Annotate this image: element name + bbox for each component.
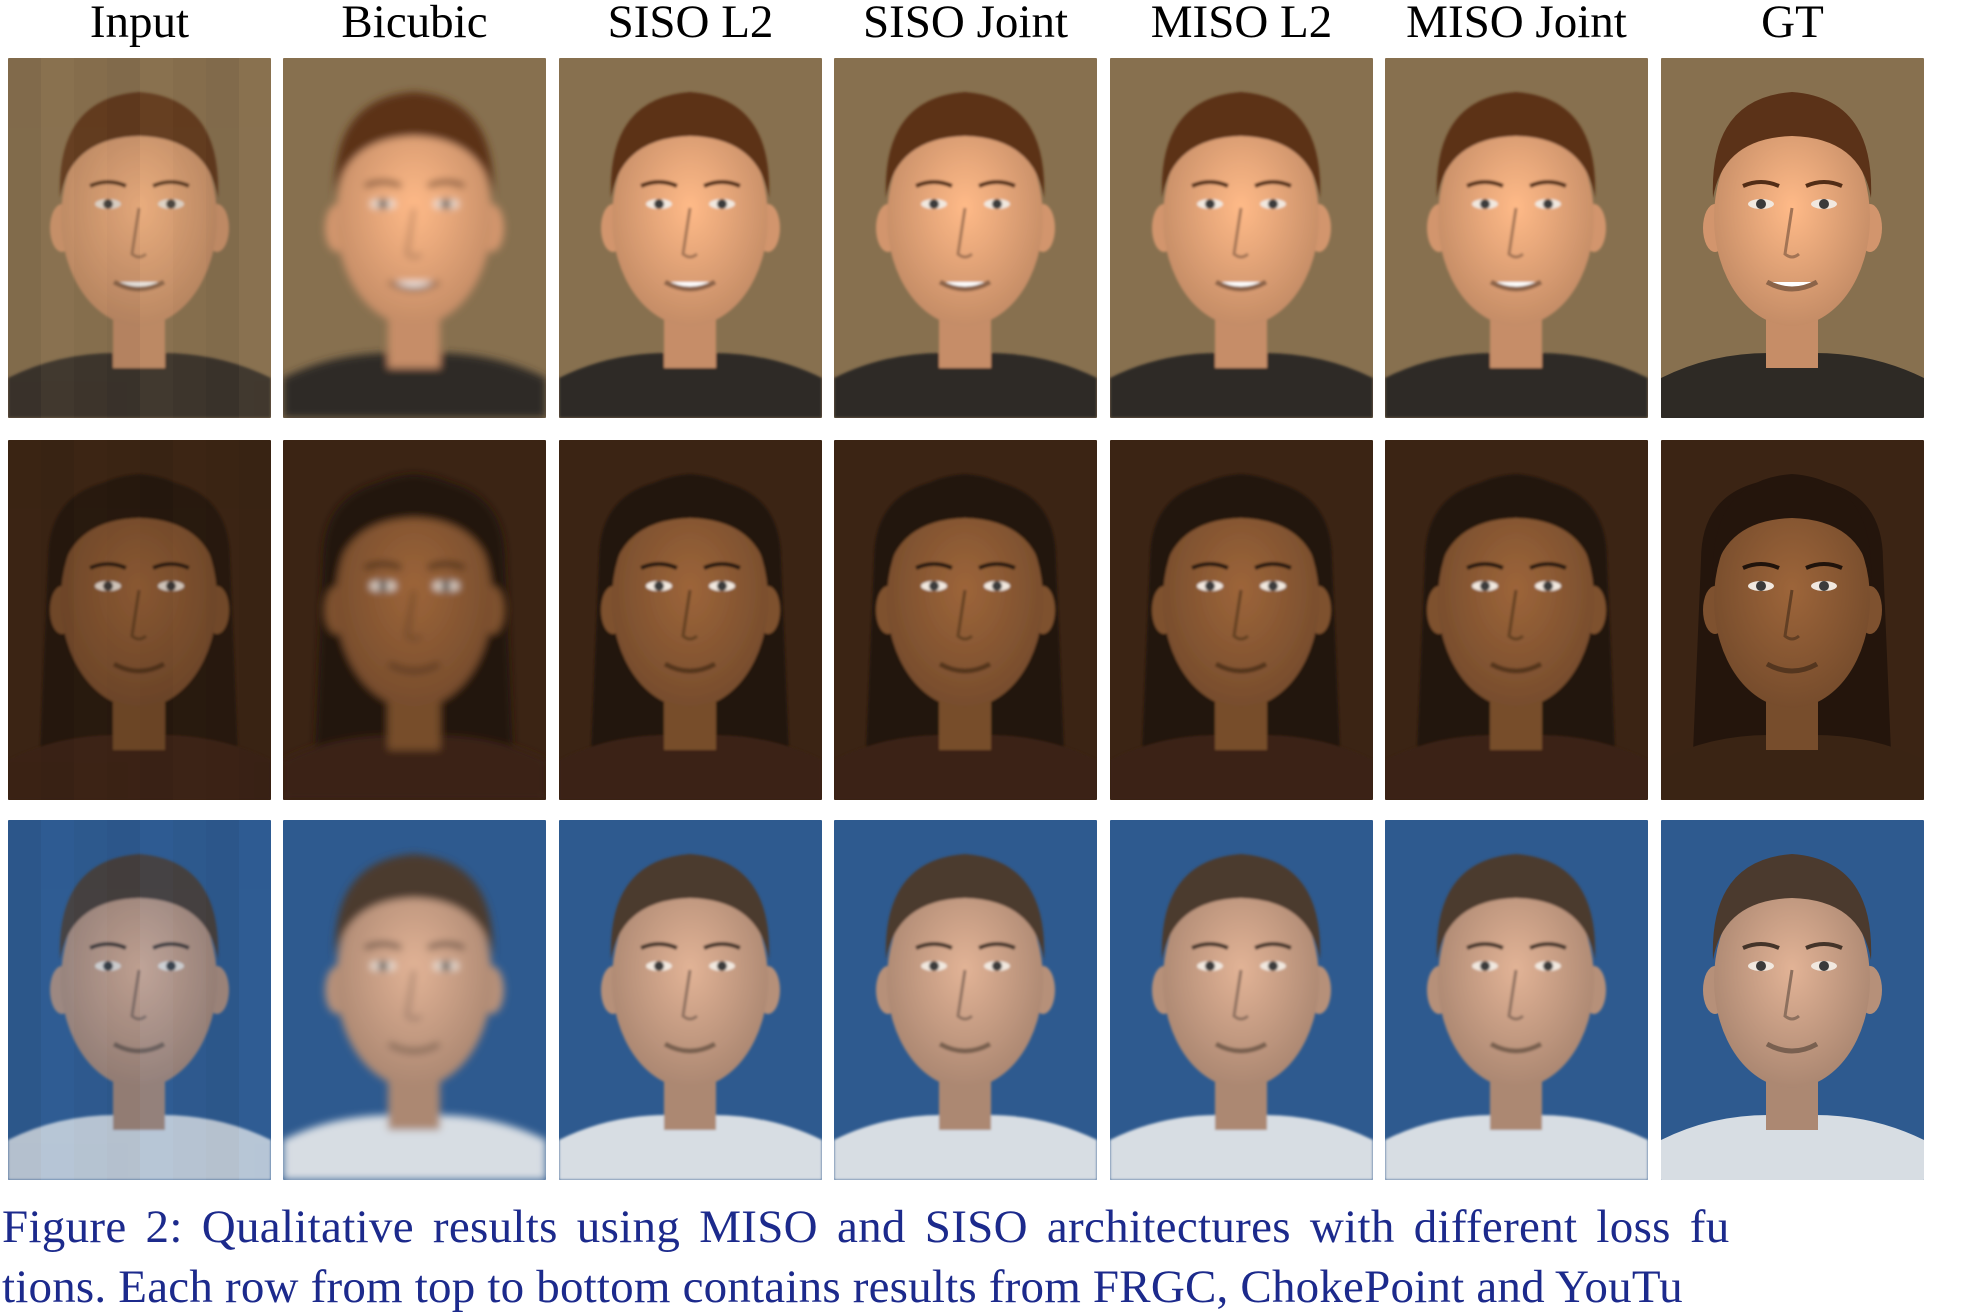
face-image-row3-gt bbox=[1661, 820, 1924, 1180]
face-image-row2-bicubic bbox=[283, 440, 546, 800]
column-header-miso-l2: MISO L2 bbox=[1150, 0, 1333, 48]
column-header-gt: GT bbox=[1761, 0, 1824, 48]
figure-caption-line-2: tions. Each row from top to bottom conta… bbox=[2, 1261, 1683, 1313]
face-image-row3-bicubic bbox=[283, 820, 546, 1180]
face-image-row2-miso-joint bbox=[1385, 440, 1648, 800]
column-header-input: Input bbox=[89, 0, 190, 48]
face-image-row2-gt bbox=[1661, 440, 1924, 800]
face-image-row3-siso-l2 bbox=[559, 820, 822, 1180]
face-image-row3-miso-l2 bbox=[1110, 820, 1373, 1180]
face-image-row2-input bbox=[8, 440, 271, 800]
face-image-row1-miso-l2 bbox=[1110, 58, 1373, 418]
face-image-row1-siso-l2 bbox=[559, 58, 822, 418]
face-image-row3-siso-joint bbox=[834, 820, 1097, 1180]
figure-caption-line-1: Figure 2: Qualitative results using MISO… bbox=[2, 1201, 1730, 1253]
column-header-bicubic: Bicubic bbox=[341, 0, 488, 48]
face-image-row3-miso-joint bbox=[1385, 820, 1648, 1180]
face-image-row3-input bbox=[8, 820, 271, 1180]
column-header-miso-joint: MISO Joint bbox=[1406, 0, 1627, 48]
face-image-row1-input bbox=[8, 58, 271, 418]
column-header-siso-joint: SISO Joint bbox=[862, 0, 1069, 48]
face-image-row2-miso-l2 bbox=[1110, 440, 1373, 800]
face-image-row1-miso-joint bbox=[1385, 58, 1648, 418]
face-image-row2-siso-joint bbox=[834, 440, 1097, 800]
face-image-row1-bicubic bbox=[283, 58, 546, 418]
column-header-siso-l2: SISO L2 bbox=[607, 0, 774, 48]
face-image-row1-gt bbox=[1661, 58, 1924, 418]
face-image-row1-siso-joint bbox=[834, 58, 1097, 418]
face-image-row2-siso-l2 bbox=[559, 440, 822, 800]
